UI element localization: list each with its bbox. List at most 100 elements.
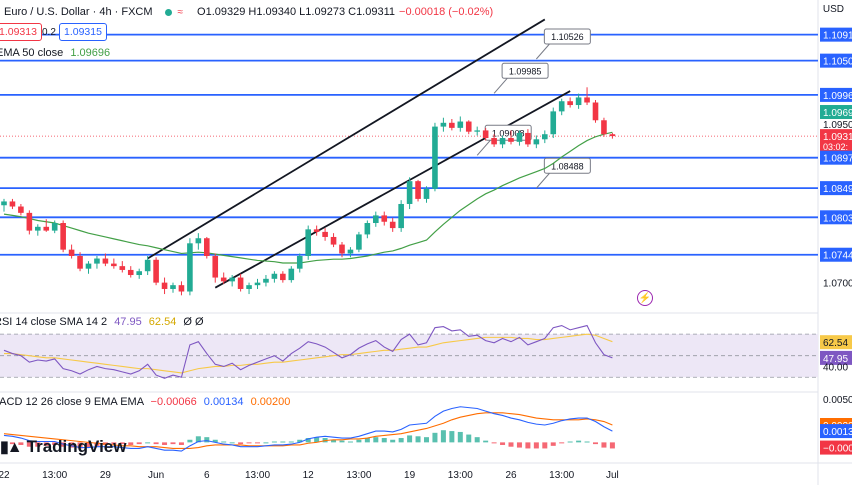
candle-body <box>313 229 320 232</box>
ema-legend[interactable]: EMA 50 close 1.09696 <box>0 47 110 59</box>
candle-body <box>18 206 24 213</box>
time-tick-label: 26 <box>505 470 517 481</box>
buy-button[interactable]: 1.09315 <box>59 23 107 41</box>
macd-hist-value: −0.00066 <box>150 396 197 408</box>
time-tick-label: 29 <box>100 470 112 481</box>
rsi-tag <box>820 335 852 350</box>
level-price-label: 1.1091 <box>823 31 852 42</box>
macd-histogram-bar <box>238 442 244 445</box>
macd-histogram-bar <box>424 437 429 443</box>
macd-histogram-bar <box>474 437 480 443</box>
macd-histogram-bar <box>18 442 24 445</box>
candle-body <box>482 130 489 139</box>
ema50-line <box>3 131 613 264</box>
macd-histogram-bar <box>136 442 142 445</box>
macd-histogram-bar <box>162 442 168 445</box>
macd-tick-label: 0.0050 <box>823 395 852 406</box>
candle-body <box>567 101 573 106</box>
sell-button[interactable]: 1.09313 <box>0 23 42 41</box>
channel-upper-line <box>147 18 546 260</box>
candle-body <box>119 266 126 270</box>
symbol-title[interactable]: Euro / U.S. Dollar · 4h · FXCM <box>4 6 153 18</box>
callout-label: 1.09985 <box>509 66 542 76</box>
price-tag <box>820 105 852 120</box>
macd-histogram-bar <box>601 442 607 448</box>
level-price-label: 1.0897 <box>823 154 852 165</box>
candle-body <box>601 120 607 135</box>
candle-body <box>220 277 227 282</box>
time-tick-label: 6 <box>204 470 210 481</box>
callout-box <box>501 62 549 79</box>
time-tick-label: 13:00 <box>346 470 371 481</box>
ema-value: 1.09696 <box>70 47 111 59</box>
ema-label: EMA 50 close <box>0 47 64 59</box>
market-icon: ≈ <box>177 6 184 18</box>
candle-body <box>415 181 421 199</box>
macd-histogram-bar <box>347 441 353 443</box>
candle-body <box>195 238 202 244</box>
candle-body <box>347 249 354 254</box>
callout-pointer <box>535 42 551 60</box>
macd-label: MACD 12 26 close 9 EMA EMA <box>0 396 144 408</box>
macd-histogram-bar <box>255 442 260 444</box>
candle-body <box>305 229 311 256</box>
candle-body <box>373 215 379 224</box>
candle-body <box>111 263 117 267</box>
macd-histogram-bar <box>449 431 455 443</box>
rsi-tag <box>820 350 852 365</box>
macd-histogram-bar <box>542 442 548 449</box>
macd-histogram-bar <box>204 437 210 443</box>
price-tick-label: 1.0700 <box>823 279 852 290</box>
macd-histogram-bar <box>170 442 176 445</box>
candle-body <box>280 273 286 281</box>
rsi-extra: Ø Ø <box>183 316 204 328</box>
time-tick-label: 13:00 <box>42 470 67 481</box>
lightning-icon[interactable]: ⚡ <box>637 290 653 306</box>
macd-histogram-bar <box>525 442 531 449</box>
candle-body <box>491 138 497 145</box>
rsi-legend[interactable]: RSI 14 close SMA 14 2 47.95 62.54 Ø Ø <box>0 316 204 328</box>
candle-body <box>609 134 616 137</box>
macd-line <box>3 406 613 452</box>
macd-histogram-bar <box>1 442 7 445</box>
time-tick-label: 12 <box>303 470 315 481</box>
time-tick-label: Jul <box>606 470 619 481</box>
time-tick-label: 13:00 <box>549 470 574 481</box>
macd-histogram-bar <box>77 442 83 449</box>
price-tick-label: 1.0950 <box>823 120 852 131</box>
macd-histogram-bar <box>297 439 303 443</box>
macd-tag-label: 0.0013 <box>823 427 852 438</box>
candle-body <box>35 226 41 231</box>
macd-histogram-bar <box>483 440 489 443</box>
macd-histogram-bar <box>212 439 218 443</box>
macd-histogram-bar <box>271 441 277 443</box>
candle-body <box>575 97 582 106</box>
candle-body <box>423 188 430 199</box>
macd-histogram-bar <box>466 434 472 443</box>
candle-body <box>584 97 590 103</box>
macd-histogram-bar <box>331 439 337 443</box>
macd-histogram-bar <box>432 432 438 443</box>
candle-body <box>136 271 142 276</box>
macd-histogram-bar <box>305 438 311 443</box>
currency-label[interactable]: USD <box>822 4 844 15</box>
rsi-sma-value: 62.54 <box>148 316 177 328</box>
macd-histogram-bar <box>26 442 32 447</box>
candle-body <box>322 231 328 237</box>
macd-legend[interactable]: MACD 12 26 close 9 EMA EMA −0.00066 0.00… <box>0 396 290 408</box>
level-price-tag <box>820 87 852 102</box>
candle-body <box>26 212 33 231</box>
time-tick-label: 13:00 <box>448 470 473 481</box>
time-tick-label: Jun <box>148 470 164 481</box>
macd-histogram-bar <box>86 442 91 448</box>
macd-histogram-bar <box>229 442 235 444</box>
macd-histogram-bar <box>491 442 497 444</box>
candle-body <box>271 273 278 279</box>
candle-body <box>77 255 83 269</box>
tradingview-logo[interactable]: ▮▲ TradingView <box>0 437 126 457</box>
callout-label: 1.09008 <box>492 128 525 138</box>
candle-body <box>254 282 261 286</box>
macd-histogram-bar <box>593 442 598 445</box>
tradingview-logo-text: TradingView <box>26 437 127 456</box>
